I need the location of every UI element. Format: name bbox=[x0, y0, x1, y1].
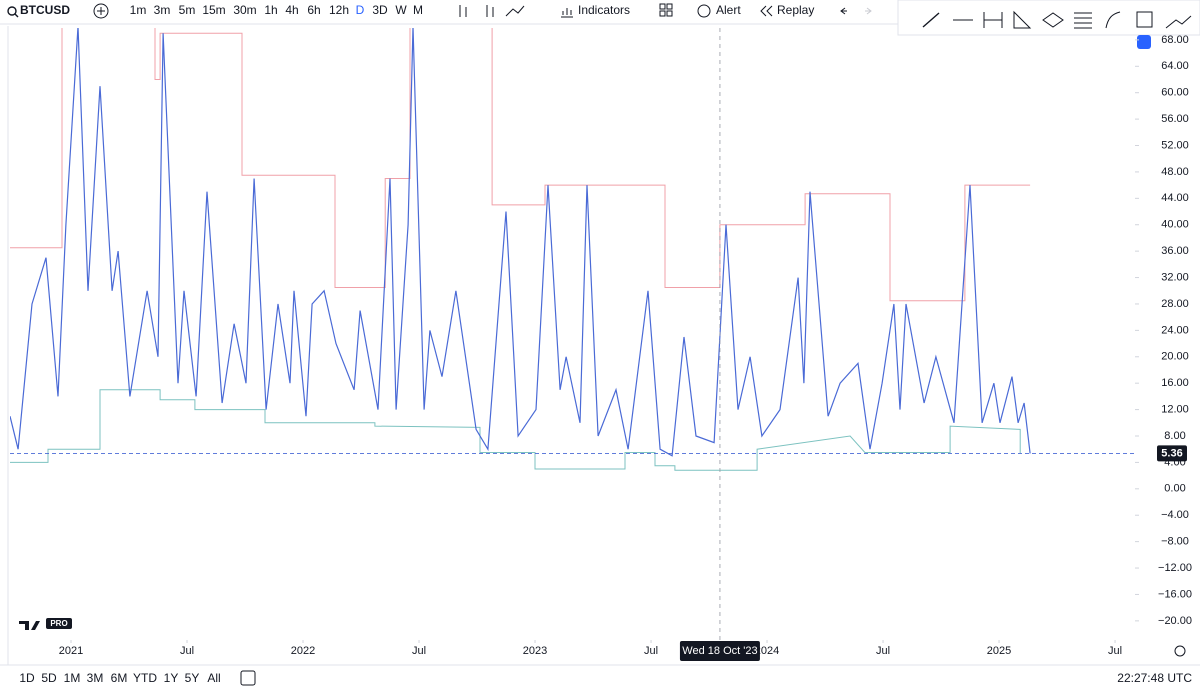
y-tick-label: 36.00 bbox=[1161, 245, 1189, 257]
y-tick-label: 56.00 bbox=[1161, 113, 1189, 125]
x-tick-label: 2023 bbox=[523, 645, 547, 657]
triangle-tool[interactable] bbox=[1013, 10, 1032, 29]
search-icon bbox=[14, 13, 19, 18]
range-button[interactable]: 6M bbox=[111, 671, 128, 685]
interval-button[interactable]: 1m bbox=[130, 3, 147, 17]
clock: 22:27:48 UTC bbox=[1117, 671, 1192, 685]
series-line bbox=[10, 389, 1021, 471]
axis-settings[interactable] bbox=[1174, 645, 1186, 657]
fib-tool[interactable] bbox=[1074, 12, 1092, 29]
x-tick-label: 2025 bbox=[987, 645, 1011, 657]
y-tick-label: 28.00 bbox=[1161, 298, 1189, 310]
interval-button[interactable]: W bbox=[395, 3, 407, 17]
chart-type-icon[interactable] bbox=[459, 5, 494, 17]
interval-button[interactable]: 1h bbox=[264, 3, 277, 17]
range-button[interactable]: All bbox=[207, 671, 220, 685]
plot bbox=[10, 28, 1031, 471]
y-tick-label: 8.00 bbox=[1164, 430, 1185, 442]
last-value-box bbox=[1157, 445, 1187, 462]
range-button[interactable]: 1M bbox=[64, 671, 81, 685]
range-button[interactable]: YTD bbox=[133, 671, 157, 685]
x-tick-label: 2021 bbox=[59, 645, 83, 657]
interval-button[interactable]: 5m bbox=[179, 3, 196, 17]
layout-icon bbox=[666, 3, 673, 10]
indicators-button[interactable]: Indicators bbox=[578, 3, 630, 17]
layout-icon bbox=[659, 10, 666, 17]
y-tick-label: 48.00 bbox=[1161, 166, 1189, 178]
y-tick-label: −16.00 bbox=[1158, 588, 1192, 600]
logo-mark bbox=[19, 621, 40, 630]
y-tick-label: 52.00 bbox=[1161, 139, 1189, 151]
interval-button[interactable]: 12h bbox=[329, 3, 349, 17]
trend-line-tool[interactable] bbox=[922, 12, 940, 28]
path-tool[interactable] bbox=[1165, 15, 1192, 29]
replay-button[interactable]: Replay bbox=[777, 3, 814, 17]
compare-button[interactable] bbox=[93, 3, 109, 19]
compare-icon bbox=[97, 7, 105, 15]
curve-tool[interactable] bbox=[1105, 11, 1121, 29]
y-tick-label: 24.00 bbox=[1161, 324, 1189, 336]
interval-button[interactable]: 3m bbox=[154, 3, 171, 17]
x-tick-label: Jul bbox=[876, 645, 890, 657]
alert-icon[interactable] bbox=[697, 4, 711, 18]
y-tick-label: −4.00 bbox=[1161, 509, 1189, 521]
interval-button[interactable]: 3D bbox=[372, 3, 388, 17]
interval-button[interactable]: 6h bbox=[307, 3, 320, 17]
undo-button[interactable] bbox=[840, 7, 847, 15]
x-tick-label: Jul bbox=[644, 645, 658, 657]
y-tick-label: 0.00 bbox=[1164, 483, 1185, 495]
shape-tool[interactable] bbox=[1042, 12, 1064, 28]
alert-button[interactable]: Alert bbox=[716, 3, 741, 17]
indicators-icon[interactable] bbox=[561, 8, 573, 18]
y-tick-label: 20.00 bbox=[1161, 351, 1189, 363]
x-tick-label: 2022 bbox=[291, 645, 315, 657]
layout-icon bbox=[666, 10, 673, 17]
y-tick-label: 40.00 bbox=[1161, 219, 1189, 231]
redo-button[interactable] bbox=[865, 7, 872, 15]
logo-badge bbox=[46, 618, 72, 629]
interval-button[interactable]: M bbox=[413, 3, 423, 17]
range-tool[interactable] bbox=[983, 12, 1003, 28]
y-tick-label: −8.00 bbox=[1161, 536, 1189, 548]
series-line bbox=[10, 28, 1031, 302]
series-line bbox=[10, 28, 1031, 457]
settings-toggle[interactable] bbox=[1137, 35, 1151, 49]
logo-text: PRO bbox=[50, 619, 67, 628]
replay-icon[interactable] bbox=[760, 5, 773, 17]
x-tick-label: Jul bbox=[180, 645, 194, 657]
crosshair-label: Wed 18 Oct '23 bbox=[682, 645, 757, 657]
y-tick-label: 32.00 bbox=[1161, 271, 1189, 283]
range-button[interactable]: 3M bbox=[87, 671, 104, 685]
y-tick-label: −12.00 bbox=[1158, 562, 1192, 574]
range-button[interactable]: 5Y bbox=[185, 671, 200, 685]
interval-button[interactable]: D bbox=[356, 3, 365, 17]
symbol[interactable]: BTCUSD bbox=[20, 3, 70, 17]
y-tick-label: 64.00 bbox=[1161, 60, 1189, 72]
range-button[interactable]: 1D bbox=[19, 671, 35, 685]
y-tick-label: −20.00 bbox=[1158, 615, 1192, 627]
interval-button[interactable]: 30m bbox=[233, 3, 256, 17]
line-type-icon[interactable] bbox=[505, 5, 525, 17]
y-tick-label: 60.00 bbox=[1161, 87, 1189, 99]
interval-button[interactable]: 15m bbox=[202, 3, 225, 17]
drawing-toolbar bbox=[897, 0, 1200, 36]
y-tick-label: 68.00 bbox=[1161, 34, 1189, 46]
layout-icon[interactable] bbox=[659, 3, 666, 10]
crosshair-box bbox=[679, 641, 760, 661]
date-range-button[interactable] bbox=[240, 670, 256, 686]
interval-button[interactable]: 4h bbox=[285, 3, 298, 17]
y-tick-label: 44.00 bbox=[1161, 192, 1189, 204]
search-icon[interactable] bbox=[7, 6, 17, 16]
range-button[interactable]: 1Y bbox=[164, 671, 179, 685]
last-value-label: 5.36 bbox=[1161, 447, 1182, 459]
x-tick-label: Jul bbox=[1108, 645, 1122, 657]
range-button[interactable]: 5D bbox=[41, 671, 57, 685]
y-tick-label: 16.00 bbox=[1161, 377, 1189, 389]
x-tick-label: 2024 bbox=[755, 645, 779, 657]
y-tick-label: 12.00 bbox=[1161, 403, 1189, 415]
x-tick-label: Jul bbox=[412, 645, 426, 657]
rectangle-tool[interactable] bbox=[1136, 11, 1153, 28]
